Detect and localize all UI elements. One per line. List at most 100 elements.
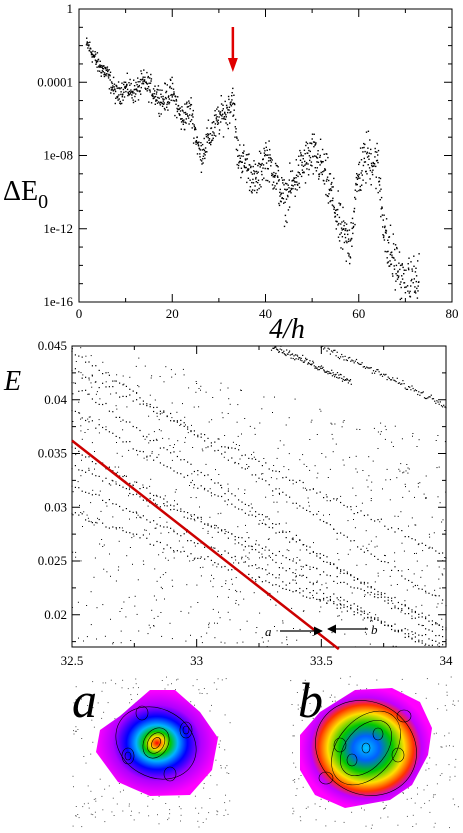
energy-level-point bbox=[427, 397, 429, 399]
energy-level-point bbox=[408, 536, 410, 538]
delta-e-point bbox=[269, 148, 271, 151]
energy-level-point bbox=[200, 636, 202, 638]
energy-level-point bbox=[74, 354, 76, 356]
delta-e-point bbox=[339, 203, 342, 205]
delta-e-point bbox=[392, 243, 395, 245]
energy-level-point bbox=[80, 512, 82, 513]
energy-level-point bbox=[438, 642, 440, 644]
delta-e-point bbox=[196, 141, 198, 143]
delta-e-point bbox=[184, 103, 186, 105]
energy-level-point bbox=[214, 450, 216, 452]
delta-e-point bbox=[220, 103, 223, 105]
delta-e-point bbox=[173, 91, 175, 93]
delta-e-point bbox=[150, 102, 153, 104]
energy-level-point bbox=[268, 572, 270, 574]
background-dot bbox=[412, 826, 414, 827]
delta-e-point bbox=[345, 260, 347, 262]
energy-level-point bbox=[301, 568, 302, 570]
energy-level-point bbox=[171, 376, 173, 378]
energy-level-point bbox=[350, 574, 352, 576]
energy-level-point bbox=[254, 427, 256, 429]
energy-level-point bbox=[251, 474, 253, 476]
energy-level-point bbox=[341, 377, 343, 379]
delta-e-point bbox=[298, 172, 300, 174]
delta-e-point bbox=[134, 100, 137, 102]
energy-level-point bbox=[323, 597, 325, 599]
energy-level-point bbox=[370, 616, 372, 618]
delta-e-point bbox=[161, 101, 163, 104]
energy-level-point bbox=[250, 545, 252, 547]
delta-e-point bbox=[259, 184, 261, 186]
energy-level-point bbox=[156, 504, 158, 506]
energy-level-point bbox=[217, 449, 219, 451]
energy-level-point bbox=[91, 374, 93, 376]
energy-level-point bbox=[414, 617, 416, 619]
delta-e-point bbox=[292, 187, 294, 190]
energy-level-point bbox=[95, 365, 97, 367]
energy-level-point bbox=[207, 523, 209, 525]
energy-level-point bbox=[163, 410, 165, 412]
energy-level-point bbox=[370, 540, 372, 542]
energy-level-point bbox=[319, 491, 321, 493]
energy-level-point bbox=[188, 612, 190, 614]
background-dot bbox=[74, 713, 76, 715]
energy-level-point bbox=[114, 466, 116, 468]
energy-level-point bbox=[323, 514, 324, 516]
background-dot bbox=[75, 726, 77, 728]
energy-level-point bbox=[319, 553, 321, 555]
delta-e-point bbox=[366, 151, 368, 153]
delta-e-point bbox=[94, 51, 96, 53]
delta-e-point bbox=[366, 152, 368, 155]
delta-e-point bbox=[105, 67, 107, 69]
energy-level-point bbox=[428, 533, 430, 535]
energy-level-point bbox=[336, 498, 338, 500]
energy-level-point bbox=[302, 481, 304, 484]
delta-e-point bbox=[326, 153, 328, 155]
delta-e-point bbox=[166, 106, 168, 108]
energy-level-point bbox=[333, 601, 335, 603]
energy-level-point bbox=[367, 514, 369, 516]
energy-level-point bbox=[236, 642, 238, 644]
delta-e-point bbox=[146, 71, 148, 74]
delta-e-point bbox=[330, 188, 332, 190]
energy-level-point bbox=[102, 604, 104, 606]
energy-level-point bbox=[401, 629, 403, 631]
energy-level-point bbox=[268, 549, 270, 551]
background-dot bbox=[176, 679, 177, 681]
delta-e-point bbox=[297, 184, 299, 186]
energy-level-point bbox=[407, 569, 409, 570]
delta-e-point bbox=[245, 166, 247, 169]
delta-e-point bbox=[387, 239, 389, 241]
delta-e-point bbox=[193, 124, 195, 126]
energy-level-point bbox=[232, 441, 234, 443]
delta-e-point bbox=[131, 92, 134, 94]
delta-e-point bbox=[283, 225, 286, 228]
background-dot bbox=[454, 766, 456, 768]
energy-level-point bbox=[336, 607, 338, 609]
delta-e-point bbox=[343, 241, 346, 244]
delta-e-plot: 0 20 40 60 80 1 0.0001 1e-08 1e-12 1e-16… bbox=[3, 1, 459, 345]
delta-e-point bbox=[399, 264, 402, 267]
delta-e-point bbox=[305, 162, 308, 164]
energy-level-point bbox=[419, 482, 421, 484]
energy-level-point bbox=[166, 466, 168, 468]
energy-level-point bbox=[346, 606, 348, 608]
delta-e-point bbox=[401, 278, 404, 280]
energy-level-point bbox=[418, 391, 420, 393]
delta-e-point bbox=[284, 201, 286, 203]
energy-level-point bbox=[302, 610, 304, 612]
energy-level-point bbox=[340, 501, 342, 504]
energy-level-point bbox=[72, 421, 74, 422]
background-dot bbox=[87, 785, 89, 787]
delta-e-point bbox=[408, 292, 410, 294]
energy-level-point bbox=[295, 541, 297, 543]
delta-e-point bbox=[393, 265, 395, 267]
energy-level-point bbox=[209, 516, 211, 518]
delta-e-point bbox=[196, 136, 198, 138]
background-dot bbox=[73, 733, 75, 735]
delta-e-point bbox=[400, 286, 402, 289]
background-dot bbox=[415, 693, 417, 694]
energy-level-point bbox=[209, 488, 211, 490]
delta-e-point bbox=[136, 84, 138, 86]
delta-e-point bbox=[391, 273, 394, 275]
